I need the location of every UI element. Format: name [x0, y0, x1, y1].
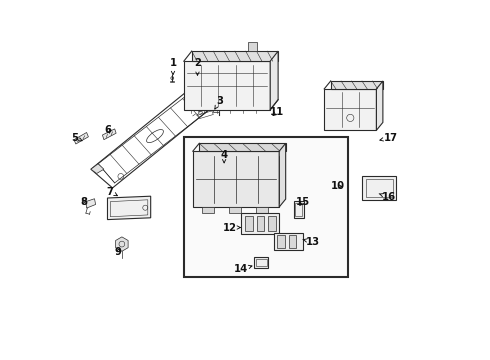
Bar	[257, 216, 265, 231]
Polygon shape	[184, 61, 270, 110]
Bar	[256, 259, 267, 266]
Polygon shape	[116, 237, 128, 251]
Polygon shape	[279, 143, 286, 207]
Bar	[277, 235, 285, 248]
Polygon shape	[107, 196, 151, 220]
Text: 16: 16	[379, 192, 396, 202]
Text: 6: 6	[105, 125, 112, 135]
Polygon shape	[74, 132, 88, 144]
Text: 1: 1	[170, 58, 176, 75]
Text: 3: 3	[215, 96, 223, 109]
Text: 4: 4	[220, 150, 228, 163]
Polygon shape	[270, 51, 278, 110]
Text: 12: 12	[223, 222, 241, 233]
Polygon shape	[199, 143, 286, 151]
Bar	[242, 213, 279, 234]
Text: 5: 5	[72, 132, 82, 143]
Polygon shape	[229, 207, 242, 213]
Polygon shape	[362, 176, 396, 200]
Text: 2: 2	[194, 58, 201, 75]
Polygon shape	[248, 42, 257, 51]
Text: 13: 13	[303, 237, 319, 247]
Text: 8: 8	[80, 197, 87, 207]
Text: 9: 9	[115, 247, 122, 257]
Bar	[294, 201, 304, 218]
Polygon shape	[219, 157, 227, 165]
Polygon shape	[376, 81, 383, 130]
Polygon shape	[86, 199, 96, 208]
Bar	[213, 109, 219, 112]
Text: 17: 17	[380, 132, 398, 143]
Bar	[295, 203, 302, 216]
Text: 7: 7	[106, 186, 118, 197]
Bar	[184, 137, 347, 277]
Polygon shape	[193, 151, 279, 207]
Polygon shape	[102, 129, 116, 140]
Text: 15: 15	[296, 197, 310, 207]
Polygon shape	[331, 81, 383, 89]
Bar	[289, 235, 296, 248]
Text: 14: 14	[234, 264, 252, 274]
Polygon shape	[91, 164, 104, 174]
Polygon shape	[192, 51, 278, 61]
Polygon shape	[198, 104, 216, 112]
Polygon shape	[324, 89, 376, 130]
Polygon shape	[202, 207, 215, 213]
Text: 10: 10	[331, 181, 345, 192]
Text: 11: 11	[270, 107, 284, 117]
Polygon shape	[256, 207, 269, 213]
Bar	[245, 216, 253, 231]
Bar	[274, 233, 303, 250]
Bar	[268, 216, 276, 231]
Bar	[254, 257, 269, 268]
